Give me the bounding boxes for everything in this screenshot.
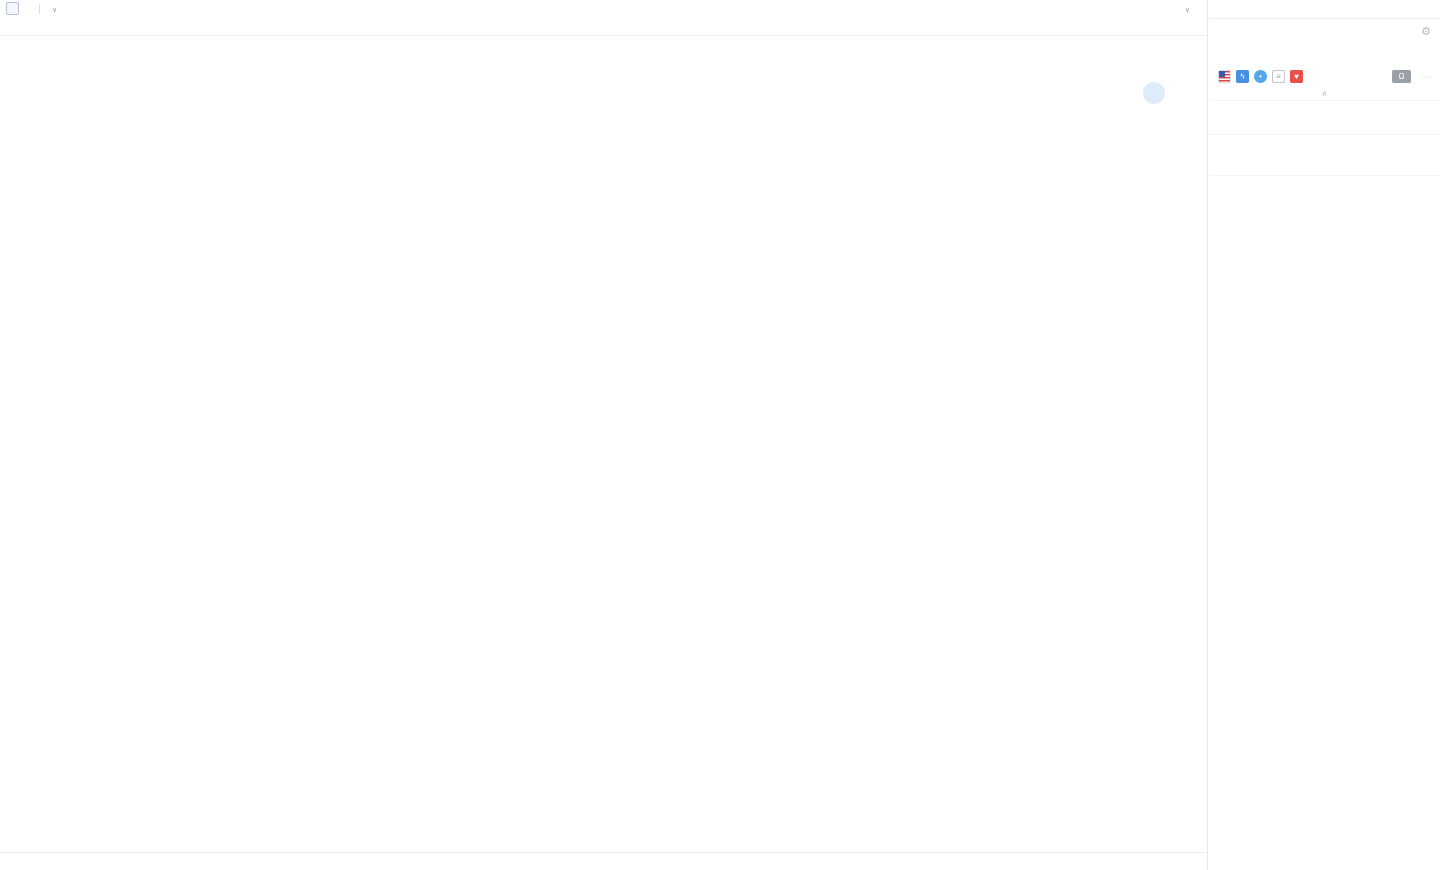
symbol-card-icon	[6, 2, 19, 15]
collapse-panel-button[interactable]	[1143, 82, 1165, 104]
indicator-bar	[0, 852, 1208, 870]
quick-trade-button[interactable]	[1421, 75, 1431, 78]
constituents-section-header	[1209, 134, 1440, 158]
lightning-icon[interactable]: ϟ	[1236, 70, 1249, 83]
futures-row	[1209, 100, 1440, 117]
panel-gear-icon[interactable]: ⚙	[1421, 25, 1431, 38]
quote-header: ⚙ ϟ • ≡ ♥ Ω ∧	[1209, 19, 1440, 100]
favorite-heart-icon[interactable]: ♥	[1290, 70, 1303, 83]
constituents-table-header	[1209, 158, 1440, 175]
alert-bell-button[interactable]: Ω	[1392, 70, 1411, 83]
divider	[39, 3, 40, 14]
candlestick-chart[interactable]	[0, 36, 1208, 852]
toolbar-right-icons: ∨	[1183, 3, 1208, 15]
etf-section-header	[1209, 175, 1440, 199]
etf-table-header	[1209, 199, 1440, 216]
display-menu[interactable]: ∨	[1184, 6, 1190, 14]
quote-panel: ⚙ ϟ • ≡ ♥ Ω ∧	[1209, 0, 1440, 870]
chart-workspace: ∨ ∨	[0, 0, 1208, 870]
document-icon[interactable]: ≡	[1272, 70, 1285, 83]
period-selector[interactable]: ∨	[52, 6, 58, 14]
collapse-chevron-icon[interactable]: ∧	[1321, 89, 1328, 98]
us-flag-icon	[1218, 70, 1231, 83]
top-toolbar: ∨ ∨	[0, 0, 1208, 17]
warrants-row	[1209, 117, 1440, 134]
chat-bubble-icon[interactable]: •	[1254, 70, 1267, 83]
quote-panel-tabs	[1209, 0, 1440, 19]
drawing-toolbar	[0, 17, 1208, 36]
quote-icon-row: ϟ • ≡ ♥ Ω	[1218, 67, 1431, 86]
chart-area	[0, 36, 1208, 852]
